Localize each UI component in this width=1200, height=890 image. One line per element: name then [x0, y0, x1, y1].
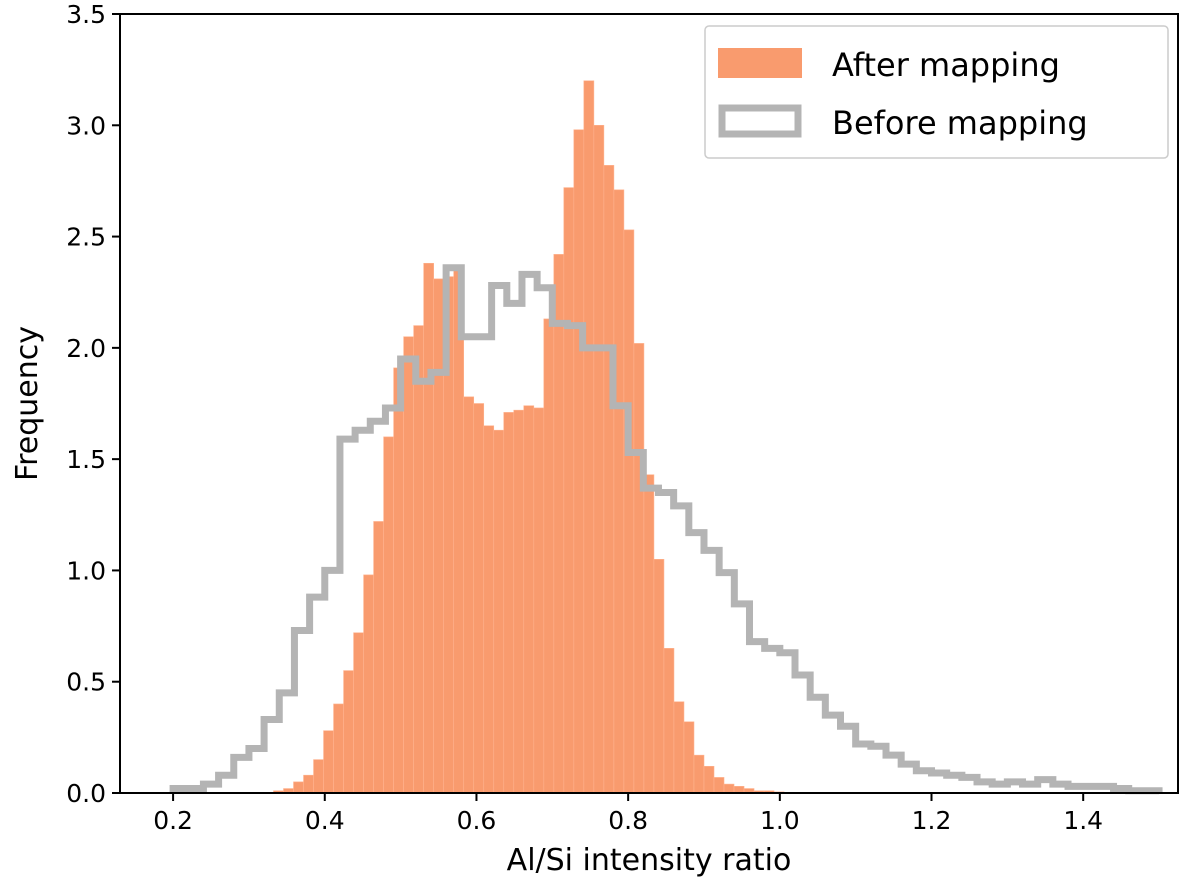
after-mapping-bar: [593, 124, 605, 794]
y-tick-label: 0.5: [66, 668, 106, 697]
y-tick-label: 2.0: [66, 334, 106, 363]
after-mapping-bar: [373, 521, 384, 794]
axes: 0.2 0.4 0.6 0.8 1.0 1.2 1.4 0.0 0.5 1.0 1.5 2.0 2.5 3…: [66, 0, 1179, 835]
y-tick-label: 3.0: [66, 111, 106, 140]
y-axis-label: Frequency: [10, 326, 45, 481]
x-axis-label: Al/Si intensity ratio: [507, 843, 792, 878]
x-tick-label: 1.4: [1063, 806, 1103, 835]
after-mapping-bar: [453, 269, 465, 794]
after-mapping-bar: [383, 436, 394, 794]
after-mapping-bar: [613, 189, 625, 794]
after-mapping-bar: [603, 165, 615, 794]
after-mapping-bar: [293, 781, 304, 794]
x-tick-label: 1.0: [760, 806, 800, 835]
y-tick-label: 3.5: [66, 0, 106, 29]
x-tick-label: 0.8: [608, 806, 648, 835]
x-tick-label: 0.6: [457, 806, 497, 835]
x-tick-label: 0.2: [153, 806, 193, 835]
after-mapping-bar: [693, 754, 705, 794]
before-mapping-step-line: [169, 264, 1163, 795]
x-tick-label: 0.4: [305, 806, 345, 835]
legend-swatch-after-mapping: [718, 48, 802, 78]
after-mapping-bar: [413, 325, 424, 794]
legend: After mapping Before mapping: [704, 25, 1169, 159]
after-mapping-bar: [313, 759, 324, 794]
after-mapping-bar: [303, 774, 314, 794]
after-mapping-bar: [583, 80, 595, 794]
after-mapping-bar: [673, 701, 685, 794]
after-mapping-bar: [543, 318, 555, 794]
after-mapping-bar: [713, 777, 725, 794]
plot-frame: [119, 13, 1179, 794]
after-mapping-bar: [403, 336, 414, 794]
after-mapping-bar: [353, 632, 364, 794]
after-mapping-bar: [483, 425, 495, 794]
after-mapping-bar: [523, 405, 535, 794]
after-mapping-bar: [563, 187, 575, 794]
after-mapping-bar: [703, 765, 715, 794]
after-mapping-bar: [423, 262, 434, 794]
after-mapping-bar: [433, 278, 444, 794]
y-tick-label: 1.5: [66, 445, 106, 474]
after-mapping-bar: [363, 574, 374, 794]
y-tick-label: 2.5: [66, 223, 106, 252]
after-mapping-bar: [683, 721, 695, 794]
after-mapping-bar: [493, 429, 505, 794]
y-tick-label: 1.0: [66, 556, 106, 585]
after-mapping-bar: [533, 407, 545, 794]
after-mapping-bar: [473, 403, 485, 794]
after-mapping-bar: [663, 648, 675, 794]
after-mapping-bar: [393, 367, 404, 794]
after-mapping-bar: [653, 558, 665, 794]
after-mapping-bar: [463, 396, 475, 794]
x-tick-label: 1.2: [912, 806, 952, 835]
after-mapping-bar: [723, 783, 735, 794]
after-mapping-bar: [343, 670, 354, 794]
after-mapping-bar: [633, 343, 645, 794]
after-mapping-bar: [513, 409, 525, 794]
legend-label-before-mapping: Before mapping: [832, 104, 1088, 142]
legend-swatch-before-mapping: [718, 104, 802, 138]
after-mapping-bar: [643, 474, 655, 794]
after-mapping-bar: [733, 786, 745, 794]
legend-frame: [704, 25, 1169, 159]
after-mapping-bar: [573, 129, 585, 794]
after-mapping-bar: [333, 703, 344, 794]
after-mapping-bar: [553, 254, 565, 794]
after-mapping-bar: [323, 730, 334, 794]
after-mapping-bar: [623, 229, 635, 794]
after-mapping-bar: [503, 412, 515, 794]
plot-area: [169, 80, 1163, 795]
y-tick-label: 0.0: [66, 779, 106, 808]
legend-label-after-mapping: After mapping: [832, 46, 1060, 84]
